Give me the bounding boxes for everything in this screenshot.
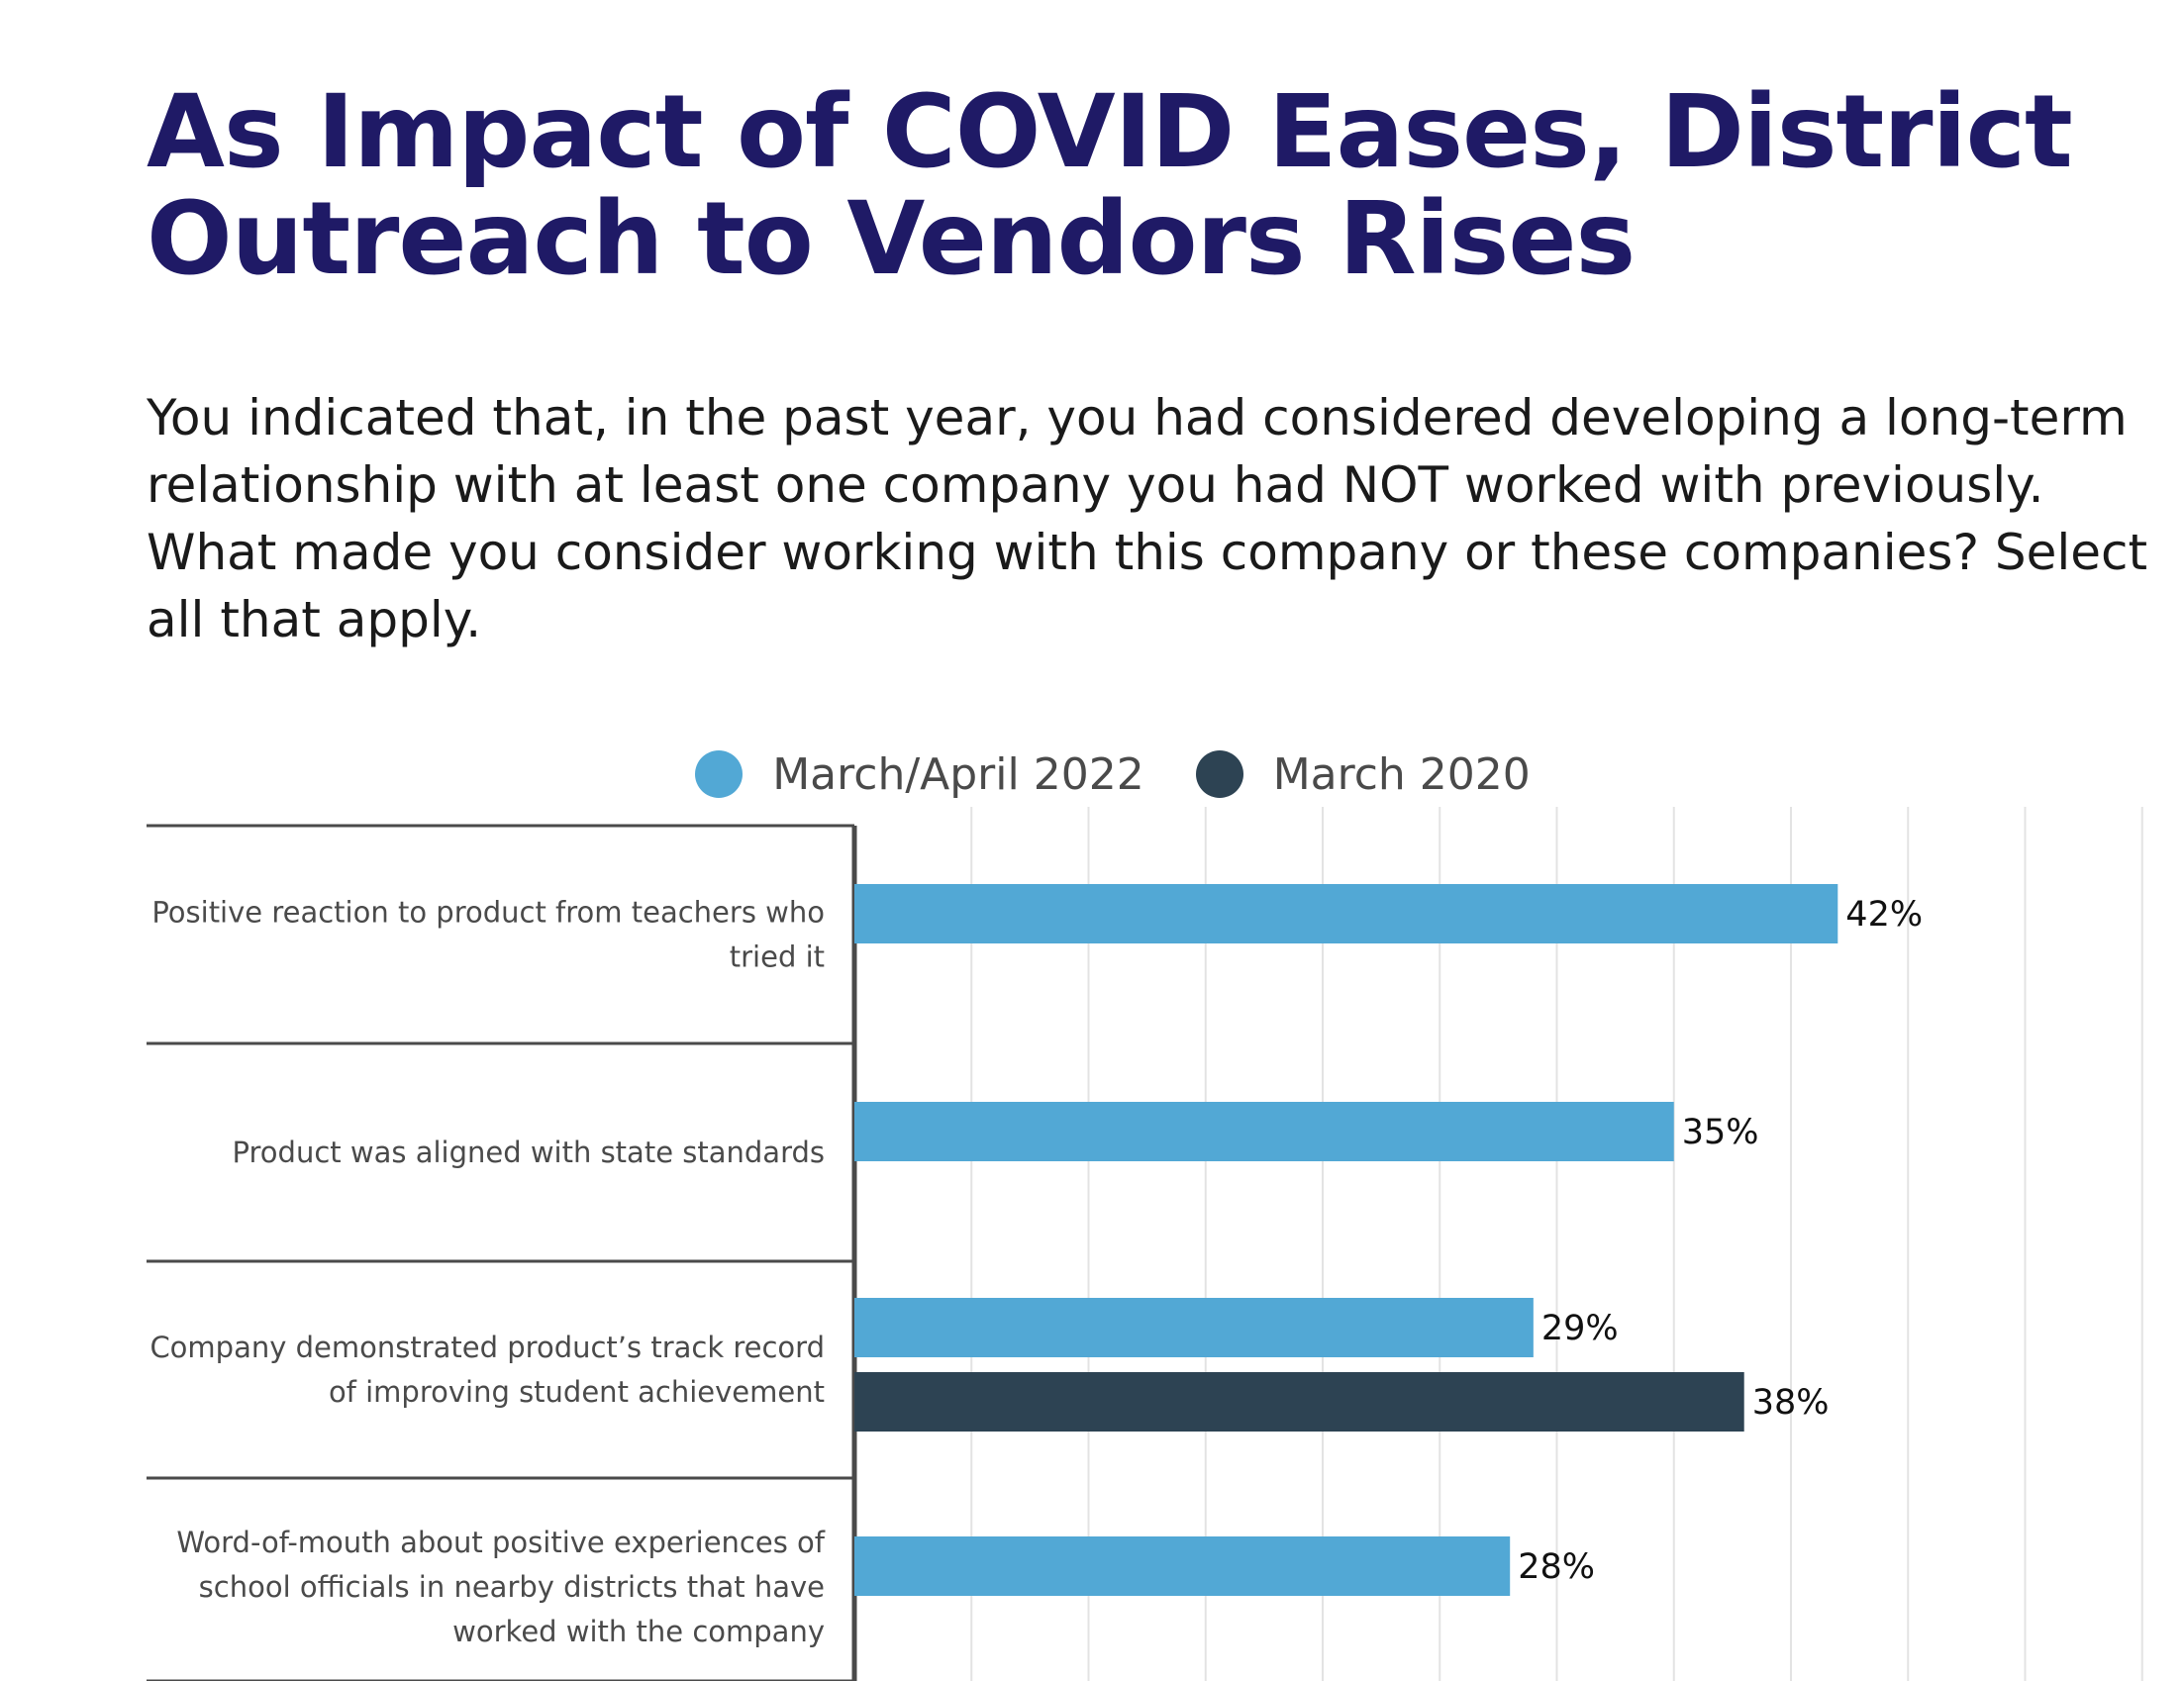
bar — [854, 1536, 1511, 1596]
legend-item-2020: March 2020 — [1195, 748, 1531, 800]
bars — [854, 884, 1838, 1596]
gridlines — [970, 807, 2143, 1681]
category-label: Product was aligned with state standards — [233, 1136, 825, 1169]
bar — [854, 884, 1838, 943]
category-label: school officials in nearby districts tha… — [199, 1570, 825, 1604]
value-label: 35% — [1682, 1113, 1759, 1152]
category-label: Positive reaction to product from teache… — [151, 896, 825, 930]
chart-subtitle: You indicated that, in the past year, yo… — [147, 389, 2148, 648]
value-label: 29% — [1541, 1309, 1619, 1348]
legend-swatch-2022 — [695, 750, 744, 798]
value-label: 42% — [1845, 895, 1923, 935]
chart-title: As Impact of COVID Eases, District Outre… — [147, 73, 2073, 298]
value-label: 28% — [1518, 1547, 1595, 1587]
bar-chart: 42% Positive reaction to product from tea… — [147, 807, 2143, 1681]
value-label: 38% — [1752, 1383, 1830, 1423]
bar — [854, 1298, 1534, 1357]
labels: 42% Positive reaction to product from tea… — [149, 895, 1923, 1648]
category-label: of improving student achievement — [329, 1375, 825, 1409]
category-label: Company demonstrated product’s track rec… — [149, 1331, 825, 1364]
category-dividers — [147, 824, 857, 1681]
chart-legend: March/April 2022 March 2020 — [0, 744, 2184, 804]
category-label: Word-of-mouth about positive experiences… — [176, 1526, 825, 1559]
legend-label-2020: March 2020 — [1272, 748, 1531, 800]
category-label: tried it — [730, 940, 825, 974]
category-label: worked with the company — [452, 1615, 825, 1648]
bar — [854, 1372, 1744, 1432]
legend-item-2022: March/April 2022 — [695, 748, 1144, 800]
legend-swatch-2020 — [1195, 750, 1243, 798]
bar — [854, 1102, 1674, 1161]
legend-label-2022: March/April 2022 — [772, 748, 1144, 800]
